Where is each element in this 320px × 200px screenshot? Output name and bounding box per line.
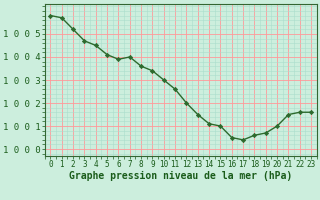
X-axis label: Graphe pression niveau de la mer (hPa): Graphe pression niveau de la mer (hPa) bbox=[69, 171, 292, 181]
